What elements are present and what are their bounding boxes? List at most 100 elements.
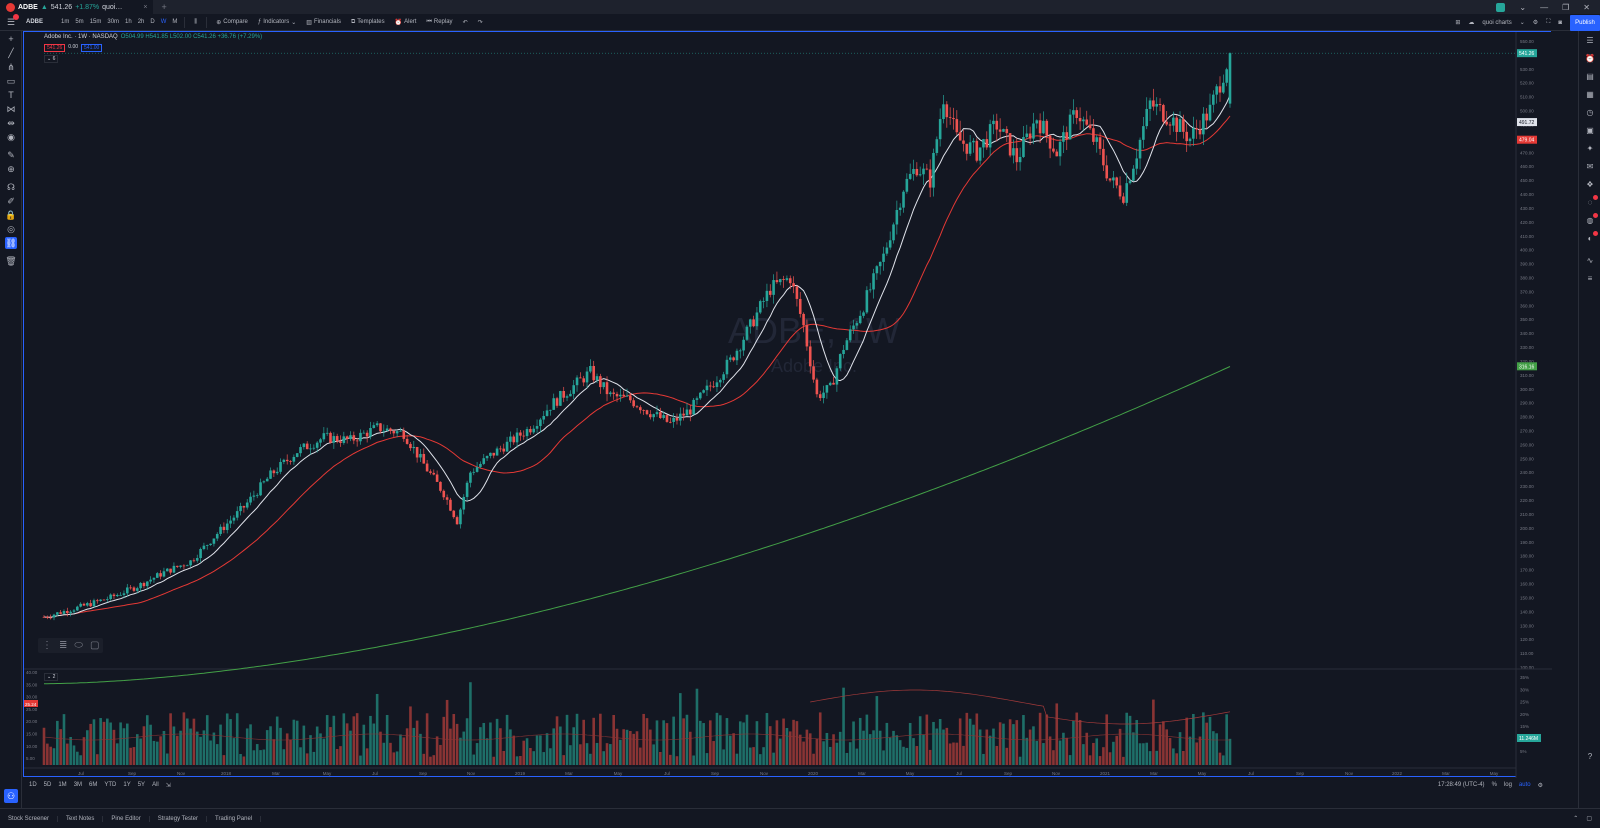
data-window-icon[interactable]: ▤ xyxy=(1586,72,1594,81)
financials-button[interactable]: ▥ Financials xyxy=(306,19,341,26)
log-toggle[interactable]: log xyxy=(1503,782,1512,788)
lock-icon[interactable]: 🔒 xyxy=(5,210,17,220)
crosshair-icon[interactable]: + xyxy=(8,34,14,44)
account-icon[interactable] xyxy=(1496,2,1506,12)
prediction-icon[interactable]: ⇹ xyxy=(7,118,15,128)
range-1d[interactable]: 1D xyxy=(29,782,37,788)
goto-date-icon[interactable]: ⇲ xyxy=(165,782,171,789)
chart-tab[interactable]: ADBE ▲ 541.26 +1.87% quoi… × xyxy=(0,0,154,14)
ellipse-icon[interactable]: ⬭ xyxy=(74,640,83,651)
panel-strategy-tester[interactable]: Strategy Tester xyxy=(150,815,207,822)
sell-button[interactable]: 541.26 xyxy=(44,44,66,52)
fullscreen-icon[interactable]: ⛶ xyxy=(1546,19,1551,25)
pitchfork-icon[interactable]: ⋔ xyxy=(7,62,15,72)
help-icon[interactable]: ◐ xyxy=(1584,231,1598,245)
menu-icon[interactable]: ☰ xyxy=(0,13,22,28)
replay-button[interactable]: ⏮ Replay xyxy=(426,18,453,26)
hide-icon[interactable]: ◎ xyxy=(7,224,15,234)
watchlist-icon[interactable]: ☰ xyxy=(1586,36,1594,45)
order-panel-icon[interactable]: ≡ xyxy=(1587,274,1593,283)
trash-icon[interactable]: 🗑 xyxy=(5,256,17,266)
notes-icon[interactable]: ≣ xyxy=(59,640,68,651)
messages-icon[interactable]: ◍ xyxy=(1584,213,1598,227)
volume-bar xyxy=(762,747,765,765)
interval-15m[interactable]: 15m xyxy=(89,19,102,25)
interval-m[interactable]: M xyxy=(172,19,178,25)
ideas-icon[interactable]: ✦ xyxy=(1586,144,1594,153)
close-tab-icon[interactable]: × xyxy=(143,3,148,11)
chart-type-button[interactable]: ⫼ xyxy=(189,19,202,26)
settings-gear-icon[interactable]: ⚙ xyxy=(1532,20,1539,26)
object-tree-icon[interactable]: ⚇ xyxy=(4,789,18,803)
panel-pine-editor[interactable]: Pine Editor xyxy=(103,815,150,822)
new-tab-button[interactable]: + xyxy=(161,2,167,12)
auto-toggle[interactable]: auto xyxy=(1518,782,1531,788)
restore-icon[interactable]: ❐ xyxy=(1562,2,1570,12)
rectangle-icon[interactable]: ▢ xyxy=(89,640,100,651)
chart-pane[interactable]: ADBE, 1W Adobe Inc. 550.00540.00530.0052… xyxy=(23,31,1552,778)
templates-button[interactable]: ⧉ Templates xyxy=(350,18,385,26)
stay-drawing-icon[interactable]: ✐ xyxy=(7,196,15,206)
close-window-icon[interactable]: ✕ xyxy=(1583,2,1590,12)
range-6m[interactable]: 6M xyxy=(89,782,98,788)
brush-icon[interactable]: ▭ xyxy=(6,76,16,86)
drag-handle-icon[interactable]: ⋮ xyxy=(42,640,52,651)
panel-text-notes[interactable]: Text Notes xyxy=(58,815,104,822)
text-icon[interactable]: T xyxy=(8,90,14,100)
undo-button[interactable]: ↶ xyxy=(458,19,473,26)
pattern-icon[interactable]: ⋈ xyxy=(6,104,16,114)
camera-icon[interactable]: ◙ xyxy=(1558,19,1562,26)
layout-grid-icon[interactable]: ⊞ xyxy=(1455,20,1461,26)
collapse-icon[interactable]: ⌃ xyxy=(1573,816,1579,822)
volume-legend-toggle[interactable]: ⌄ 2 xyxy=(44,673,59,681)
range-5y[interactable]: 5Y xyxy=(137,782,146,788)
interval-30m[interactable]: 30m xyxy=(107,19,120,25)
indicators-button[interactable]: ƒ Indicators ⌄ xyxy=(257,19,297,26)
range-ytd[interactable]: YTD xyxy=(104,782,117,788)
publish-button[interactable]: Publish xyxy=(1570,14,1600,31)
sync-icon[interactable]: ⛓ xyxy=(5,237,17,249)
trend-line-icon[interactable]: ╱ xyxy=(8,48,14,58)
calendar-icon[interactable]: ◷ xyxy=(1586,108,1594,117)
symbol-search[interactable]: ADBE xyxy=(26,19,44,25)
eye-icon[interactable]: ◉ xyxy=(7,132,15,142)
zoom-icon[interactable]: ⊕ xyxy=(7,164,15,174)
range-1m[interactable]: 1M xyxy=(58,782,67,788)
magnet-icon[interactable]: ☊ xyxy=(7,182,15,192)
range-all[interactable]: All xyxy=(152,782,159,788)
alert-button[interactable]: ⏰ Alert xyxy=(394,19,417,26)
chevron-down-icon[interactable]: ⌄ xyxy=(1519,2,1527,12)
interval-5m[interactable]: 5m xyxy=(75,19,84,25)
interval-1m[interactable]: 1m xyxy=(61,19,70,25)
settings-gear-icon[interactable]: ⚙ xyxy=(1537,782,1543,789)
chat-icon[interactable]: ✉ xyxy=(1586,162,1594,171)
percent-toggle[interactable]: % xyxy=(1491,782,1497,788)
compare-button[interactable]: ⊕ Compare xyxy=(216,19,248,26)
minimize-icon[interactable]: — xyxy=(1540,2,1549,12)
range-1y[interactable]: 1Y xyxy=(123,782,131,788)
ruler-icon[interactable]: ✎ xyxy=(7,150,15,160)
streams-icon[interactable]: ❖ xyxy=(1586,180,1594,189)
maximize-icon[interactable]: ▢ xyxy=(1586,816,1592,822)
interval-1h[interactable]: 1h xyxy=(125,19,132,25)
hotlist-icon[interactable]: ▦ xyxy=(1586,90,1594,99)
buy-button[interactable]: 541.00 xyxy=(81,44,103,52)
alerts-clock-icon[interactable]: ⏰ xyxy=(1585,54,1595,63)
redo-button[interactable]: ↷ xyxy=(473,19,488,26)
chevron-down-icon[interactable]: ⌄ xyxy=(1519,20,1525,26)
interval-d[interactable]: D xyxy=(150,19,155,25)
news-icon[interactable]: ▣ xyxy=(1586,126,1594,135)
pulse-icon[interactable]: ∿ xyxy=(1586,256,1594,265)
help-circle-icon[interactable]: ? xyxy=(1587,752,1593,761)
interval-w[interactable]: W xyxy=(160,19,167,25)
layout-name[interactable]: quoi charts xyxy=(1482,19,1512,26)
price-chart-svg[interactable]: 550.00540.00530.00520.00510.00500.00490.… xyxy=(24,32,1552,778)
notifications-icon[interactable]: ◌ xyxy=(1584,195,1598,209)
indicators-toggle[interactable]: ⌄ 6 xyxy=(44,55,59,63)
range-5d[interactable]: 5D xyxy=(43,782,52,788)
series-legend[interactable]: Adobe Inc. · 1W · NASDAQ O504.99 H541.85… xyxy=(44,34,262,40)
range-3m[interactable]: 3M xyxy=(73,782,83,788)
panel-stock-screener[interactable]: Stock Screener xyxy=(0,815,59,822)
panel-trading-panel[interactable]: Trading Panel xyxy=(207,815,262,822)
interval-2h[interactable]: 2h xyxy=(137,19,145,25)
